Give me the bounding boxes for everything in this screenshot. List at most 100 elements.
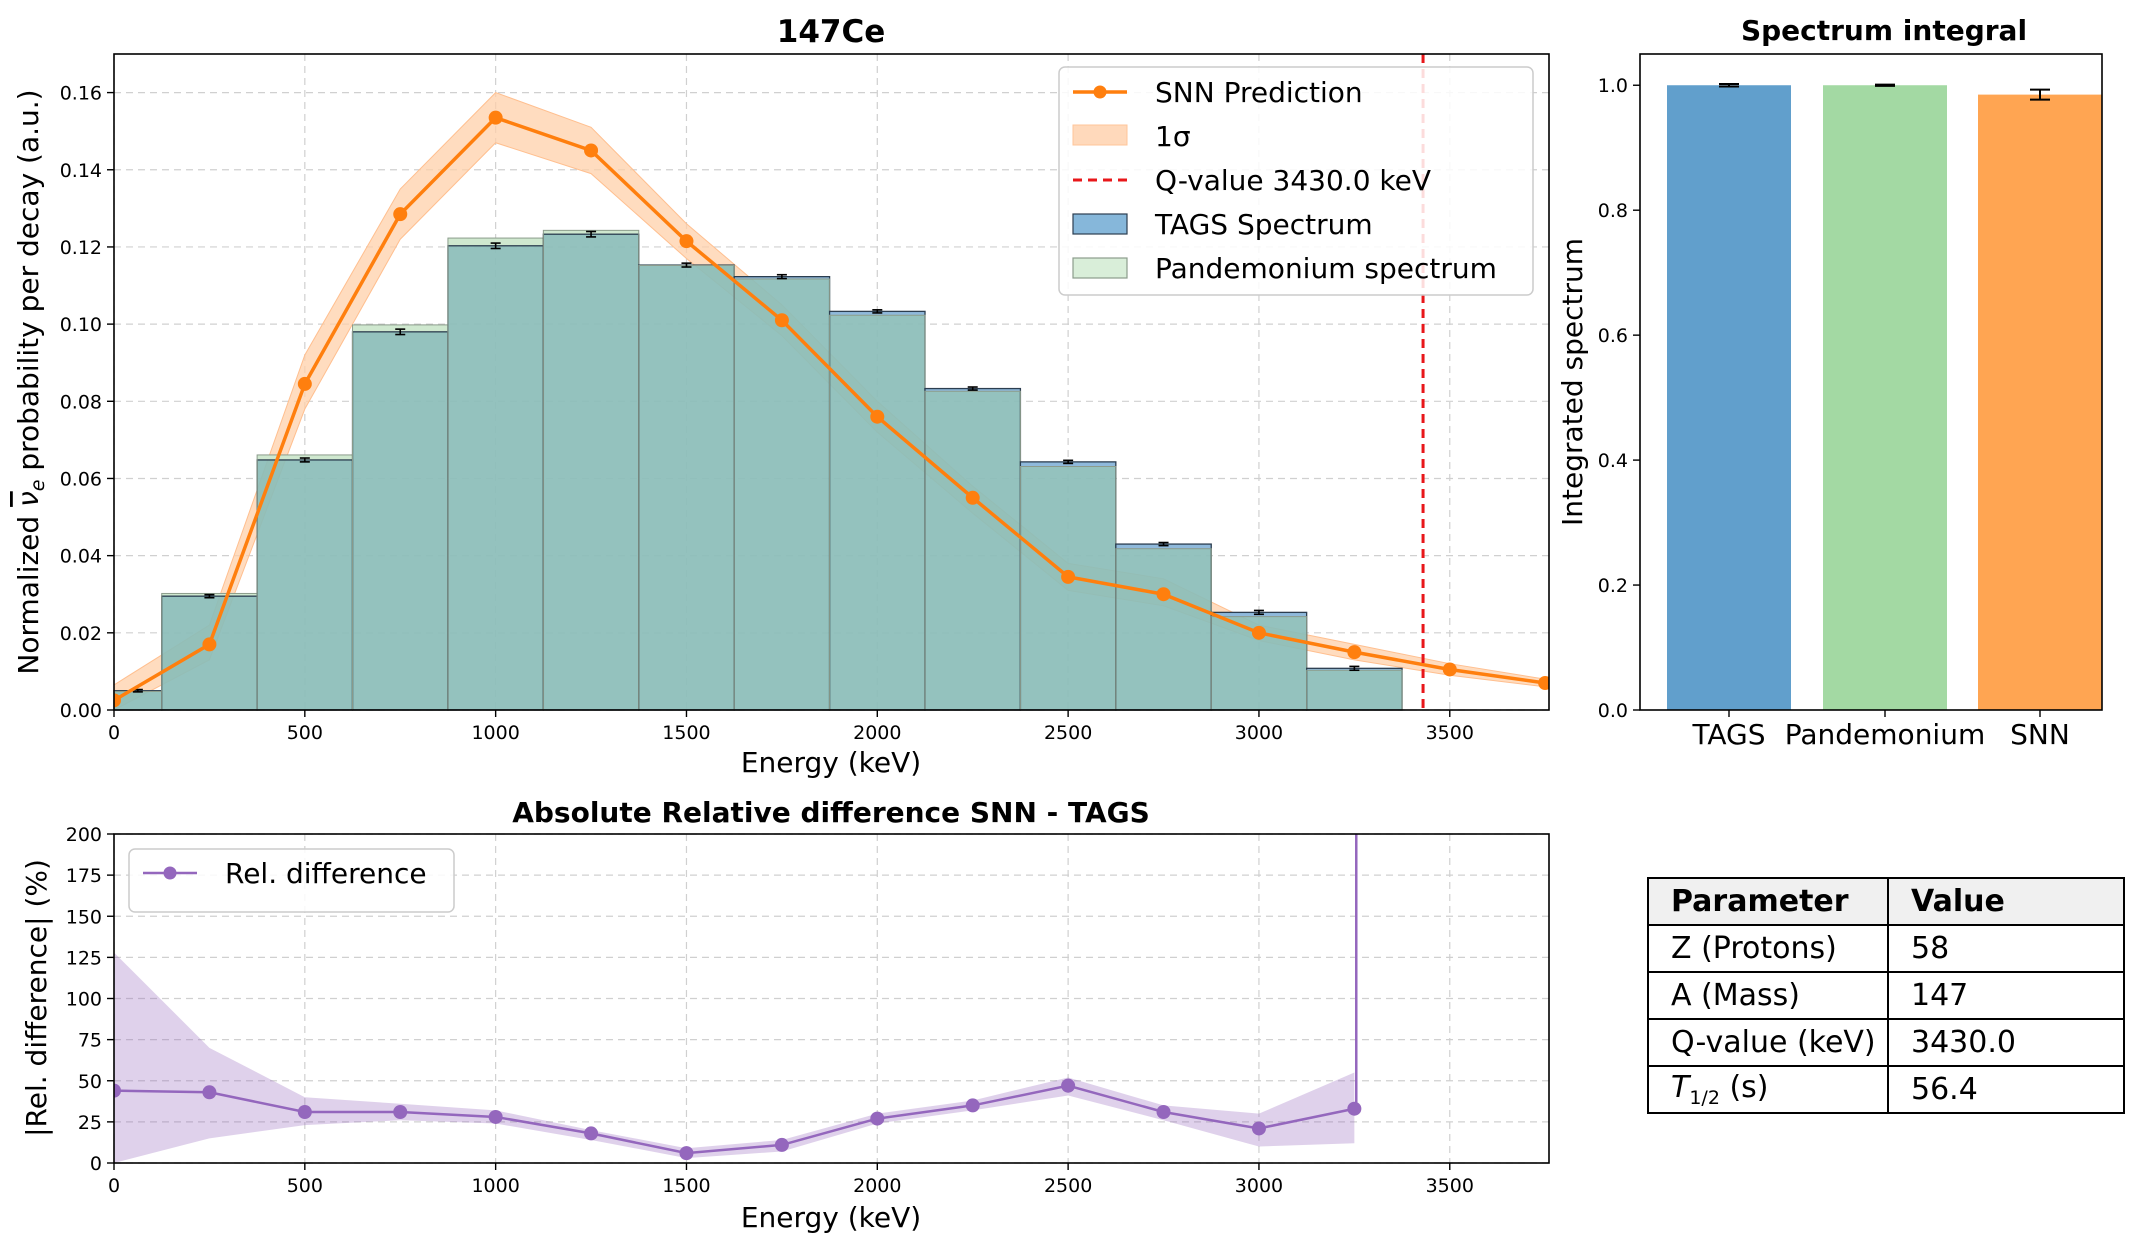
main-axes-frame xyxy=(113,53,1550,711)
integral-y-ticks: 0.0 0.2 0.4 0.6 0.8 1.0 xyxy=(1598,75,1640,722)
main-chart: 147Ce 0 500 1000 1500 2000 2500 3000 3500 0.000… xyxy=(12,14,1550,779)
hist-bar-overlap xyxy=(1306,670,1403,710)
table-row: T1/2 (s) 56.4 xyxy=(1647,1065,2125,1114)
rel-point xyxy=(202,1085,217,1100)
snn-point xyxy=(1251,625,1266,640)
integral-x-ticks: TAGS Pandemonium SNN xyxy=(1691,710,2070,751)
hist-bar-overlap xyxy=(161,596,258,710)
x-tick-label: 2000 xyxy=(853,722,901,744)
x-tick-label: 1500 xyxy=(662,722,710,744)
rel-x-label: Energy (keV) xyxy=(741,1201,921,1234)
table-cell-value: 147 xyxy=(1887,971,2125,1020)
snn-line-path xyxy=(114,115,1546,702)
x-tick-label: 500 xyxy=(287,1175,323,1197)
hist-bar-overlap xyxy=(1115,548,1212,710)
snn-point xyxy=(488,110,503,125)
table-cell-value: 58 xyxy=(1887,924,2125,973)
histogram-bars xyxy=(113,229,1403,711)
snn-point xyxy=(1156,587,1171,602)
y-tick-label: 0 xyxy=(90,1153,102,1175)
table-row: A (Mass) 147 xyxy=(1647,971,2125,1020)
table-header-value: Value xyxy=(1887,877,2125,926)
snn-prediction-line xyxy=(114,110,1549,708)
y-tick-label: 150 xyxy=(66,906,102,928)
snn-point xyxy=(1538,675,1549,690)
x-tick-label: 0 xyxy=(108,722,120,744)
y-tick-label: 0.02 xyxy=(60,623,102,645)
rel-point xyxy=(488,1109,503,1124)
rel-point xyxy=(1347,1101,1362,1116)
snn-point xyxy=(1347,645,1362,660)
y-tick-label: 0.10 xyxy=(60,314,102,336)
y-tick-label: 75 xyxy=(78,1030,102,1052)
snn-point xyxy=(584,143,599,158)
snn-point xyxy=(1442,662,1457,677)
rel-legend-box xyxy=(128,848,455,913)
integral-bars xyxy=(1667,82,2102,711)
y-tick-label: 0.2 xyxy=(1598,575,1628,597)
x-tick-label: 3500 xyxy=(1426,1175,1474,1197)
hist-bar-overlap xyxy=(543,234,639,710)
main-x-label: Energy (keV) xyxy=(741,746,921,779)
rel-point xyxy=(297,1105,312,1120)
integral-category-label: TAGS xyxy=(1691,718,1765,751)
rel-legend: Rel. difference xyxy=(128,848,455,913)
main-legend-box xyxy=(1058,66,1534,296)
x-tick-label: 2500 xyxy=(1044,722,1092,744)
table-cell-value: 3430.0 xyxy=(1887,1018,2125,1067)
integral-title: Spectrum integral xyxy=(1741,14,2027,47)
main-y-label: Normalized νe probability per decay (a.u… xyxy=(12,89,49,674)
snn-point xyxy=(202,637,217,652)
main-y-ticks: 0.00 0.02 0.04 0.06 0.08 0.10 0.12 0.14 0.16 xyxy=(60,83,114,722)
hist-bar-overlap xyxy=(638,265,735,710)
y-tick-label: 0.06 xyxy=(60,468,102,490)
main-x-ticks: 0 500 1000 1500 2000 2500 3000 3500 xyxy=(108,710,1474,744)
table-cell-param: Q-value (keV) xyxy=(1647,1018,1889,1067)
legend-label-snn: SNN Prediction xyxy=(1155,76,1363,109)
legend-label-rel: Rel. difference xyxy=(225,857,427,890)
y-tick-label: 25 xyxy=(78,1112,102,1134)
y-tick-label: 0.8 xyxy=(1598,200,1628,222)
legend-label-qvalue: Q-value 3430.0 keV xyxy=(1155,164,1431,197)
x-tick-label: 1000 xyxy=(471,1175,519,1197)
rel-x-ticks: 0 500 1000 1500 2000 2500 3000 3500 xyxy=(108,1163,1474,1197)
y-tick-label: 0.04 xyxy=(60,546,102,568)
legend-swatch-pandemonium xyxy=(1072,257,1128,279)
x-tick-label: 3000 xyxy=(1235,1175,1283,1197)
hist-bar-overlap xyxy=(257,459,353,710)
integral-axes-frame xyxy=(1639,53,2103,711)
rel-point xyxy=(679,1146,694,1161)
x-tick-label: 0 xyxy=(108,1175,120,1197)
table-cell-param: A (Mass) xyxy=(1647,971,1889,1020)
integral-bar xyxy=(1823,85,1947,710)
snn-point xyxy=(774,313,789,328)
snn-point xyxy=(393,207,408,222)
y-tick-label: 125 xyxy=(66,947,102,969)
rel-point xyxy=(1156,1105,1171,1120)
snn-point xyxy=(965,490,980,505)
hist-bar-overlap xyxy=(925,391,1021,710)
snn-point xyxy=(870,409,885,424)
table-row: Z (Protons) 58 xyxy=(1647,924,2125,973)
tags-error-bars xyxy=(132,230,1360,693)
integral-chart: Spectrum integral 0.0 0.2 0.4 0.6 0.8 1.0 TAG… xyxy=(1556,14,2103,751)
y-tick-label: 1.0 xyxy=(1598,75,1628,97)
table-row: Q-value (keV) 3430.0 xyxy=(1647,1018,2125,1067)
integral-category-label: SNN xyxy=(2010,718,2070,751)
rel-point xyxy=(1251,1121,1266,1136)
table-cell-value: 56.4 xyxy=(1887,1065,2125,1114)
x-tick-label: 2500 xyxy=(1044,1175,1092,1197)
legend-label-pandemonium: Pandemonium spectrum xyxy=(1155,252,1497,285)
table-header-row: Parameter Value xyxy=(1647,877,2125,926)
x-tick-label: 500 xyxy=(287,722,323,744)
y-tick-label: 0.08 xyxy=(60,391,102,413)
rel-point xyxy=(584,1126,599,1141)
rel-diff-chart: Absolute Relative difference SNN - TAGS … xyxy=(20,796,1550,1234)
legend-label-tags: TAGS Spectrum xyxy=(1154,208,1373,241)
parameter-table: Parameter Value Z (Protons) 58 A (Mass) … xyxy=(1647,877,2125,1114)
integral-y-label: Integrated spectrum xyxy=(1556,238,1589,526)
y-tick-label: 175 xyxy=(66,865,102,887)
legend-marker-snn xyxy=(1093,85,1107,99)
legend-swatch-tags xyxy=(1072,213,1128,235)
